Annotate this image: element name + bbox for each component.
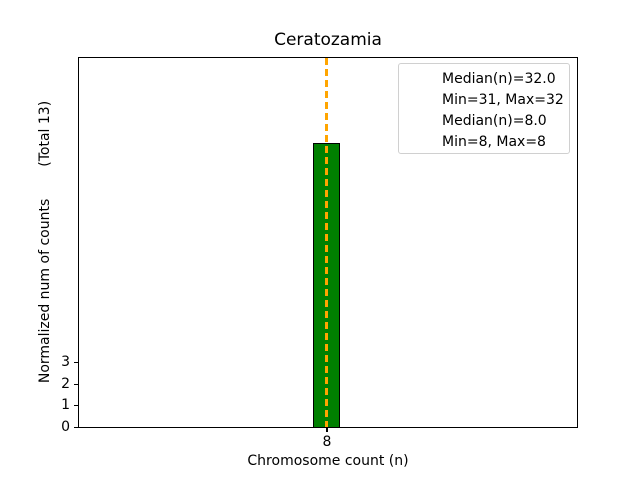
y-tick-mark-2 bbox=[74, 384, 78, 385]
median-line bbox=[325, 58, 328, 427]
legend-entry-1: Median(n)=32.0 bbox=[399, 68, 569, 89]
y-tick-mark-1 bbox=[74, 405, 78, 406]
y-tick-label-3: 3 bbox=[61, 354, 70, 370]
y-axis-label: Normalized num of counts(Total 13) bbox=[36, 101, 54, 383]
y-tick-label-1: 1 bbox=[61, 397, 70, 413]
legend-entry-2-sublabel-row: Min=8, Max=8 bbox=[399, 131, 569, 152]
y-tick-label-2: 2 bbox=[61, 376, 70, 392]
legend-entry-1-sublabel: Min=31, Max=32 bbox=[442, 91, 564, 108]
y-axis-total-annotation: (Total 13) bbox=[37, 100, 53, 167]
legend-entry-2-label: Median(n)=8.0 bbox=[442, 112, 547, 129]
y-tick-mark-0 bbox=[74, 427, 78, 428]
legend: Median(n)=32.0 Min=31, Max=32 Median(n)=… bbox=[398, 63, 570, 154]
y-tick-mark-3 bbox=[74, 362, 78, 363]
legend-entry-2: Median(n)=8.0 bbox=[399, 110, 569, 131]
legend-entry-1-label: Median(n)=32.0 bbox=[442, 70, 556, 87]
legend-entry-1-sublabel-row: Min=31, Max=32 bbox=[399, 89, 569, 110]
x-tick-label-8: 8 bbox=[322, 434, 332, 450]
x-axis-label: Chromosome count (n) bbox=[247, 453, 409, 469]
legend-entry-2-sublabel: Min=8, Max=8 bbox=[442, 133, 546, 150]
x-tick-mark-8 bbox=[326, 428, 328, 432]
y-tick-label-0: 0 bbox=[61, 419, 70, 435]
chart-title: Ceratozamia bbox=[274, 30, 382, 50]
